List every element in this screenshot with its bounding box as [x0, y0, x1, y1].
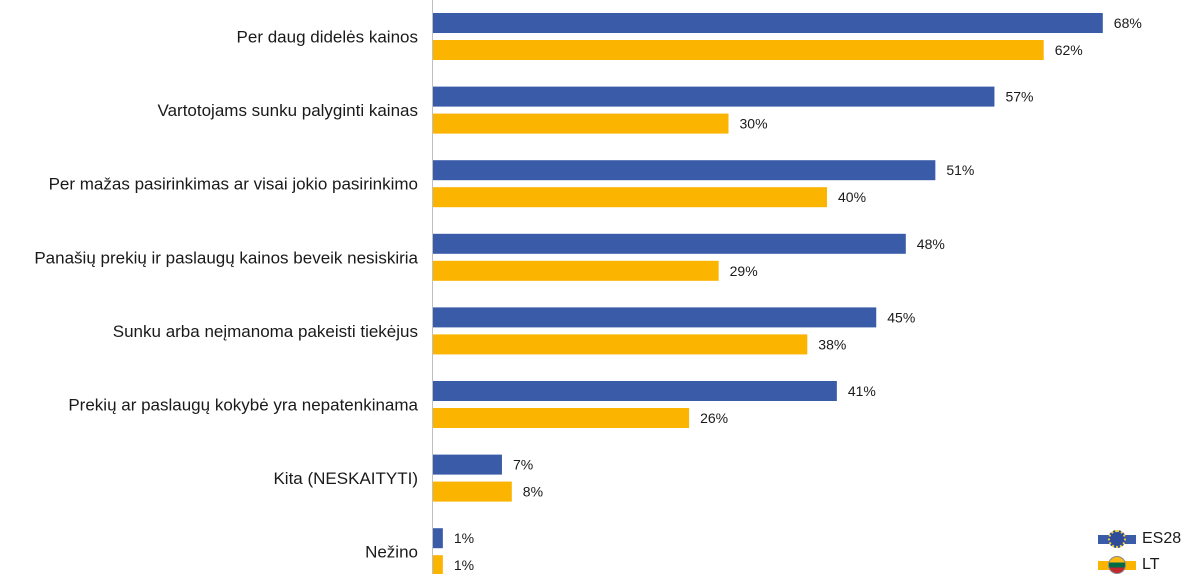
bar-lt-3 — [433, 187, 827, 208]
bar-es28-2 — [433, 86, 995, 107]
legend-item-lt: LT — [1098, 553, 1159, 574]
value-label-es28-8: 1% — [454, 530, 474, 546]
bar-es28-4 — [433, 233, 906, 254]
value-label-lt-5: 38% — [818, 336, 846, 352]
category-label-sunku-arba-nei-manoma-pakeisti-tieke-jus: Sunku arba neįmanoma pakeisti tiekėjus — [113, 322, 418, 341]
bar-lt-2 — [433, 113, 729, 134]
bar-lt-1 — [433, 40, 1044, 60]
bar-es28-7 — [433, 454, 502, 475]
legend-label-lt: LT — [1142, 556, 1160, 573]
bar-es28-8 — [433, 528, 443, 549]
category-label-prekiu-ar-paslaugu-kokybe-yra-nepatenkinama: Prekių ar paslaugų kokybė yra nepatenkin… — [68, 396, 418, 415]
value-label-es28-7: 7% — [513, 457, 533, 473]
category-label-vartotojams-sunku-palyginti-kainas: Vartotojams sunku palyginti kainas — [158, 101, 419, 120]
bar-lt-5 — [433, 334, 808, 355]
value-label-lt-2: 30% — [740, 116, 768, 132]
value-label-es28-3: 51% — [946, 162, 974, 178]
category-labels: Per daug didelės kainos Vartotojams sunku… — [34, 28, 418, 562]
bars-group: 68% 62% 57% 30% 51% 40% 48% 29% 45% 38% 41% 26% 7% 8%… — [433, 13, 1142, 574]
value-label-es28-6: 41% — [848, 383, 876, 399]
legend-label-es28: ES28 — [1142, 530, 1182, 547]
bar-lt-6 — [433, 408, 690, 428]
value-label-lt-7: 8% — [523, 484, 543, 500]
bar-es28-1 — [433, 13, 1103, 33]
bar-lt-8 — [433, 555, 443, 574]
lithuania-flag-icon — [1108, 556, 1126, 574]
category-label-per-maz-as-pasirinkimas-ar-visai-jokio-pasirinkimo: Per mažas pasirinkimas ar visai jokio pa… — [49, 175, 418, 194]
category-label-kita-neskaityti: Kita (NESKAITYTI) — [273, 469, 418, 488]
category-label-nez-ino: Nežino — [365, 543, 418, 562]
legend: ES28 LT — [1098, 527, 1192, 574]
bar-lt-4 — [433, 260, 719, 281]
bar-es28-5 — [433, 307, 877, 328]
value-label-es28-4: 48% — [917, 236, 945, 252]
value-label-lt-1: 62% — [1055, 42, 1083, 58]
legend-swatch-es28 — [1098, 530, 1136, 548]
eu-flag-icon — [1108, 530, 1126, 548]
value-label-lt-3: 40% — [838, 189, 866, 205]
legend-swatch-lt — [1098, 556, 1136, 574]
category-label-panas-iu-prekiu-ir-paslaugu-kainos-beveik-nesiskiria: Panašių prekių ir paslaugų kainos beveik… — [34, 248, 418, 267]
category-label-per-daug-didele-s-kainos: Per daug didelės kainos — [237, 28, 418, 47]
bar-lt-7 — [433, 481, 512, 502]
bar-es28-6 — [433, 381, 837, 401]
legend-item-es28: ES28 — [1098, 527, 1181, 551]
bar-es28-3 — [433, 160, 936, 181]
value-label-lt-8: 1% — [454, 557, 474, 573]
value-label-es28-1: 68% — [1114, 15, 1142, 31]
value-label-es28-2: 57% — [1005, 89, 1033, 105]
value-label-es28-5: 45% — [887, 309, 915, 325]
value-label-lt-6: 26% — [700, 410, 728, 426]
value-label-lt-4: 29% — [730, 263, 758, 279]
